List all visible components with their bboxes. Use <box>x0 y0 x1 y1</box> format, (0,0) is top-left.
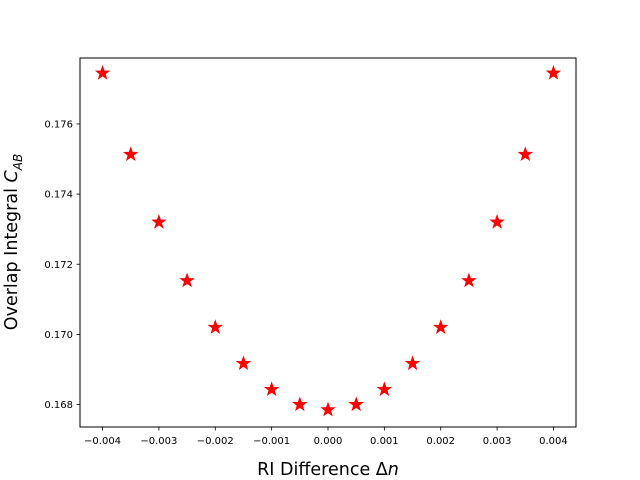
x-axis-title-text: RI Difference Δ <box>257 460 388 480</box>
x-tick-label: 0.001 <box>370 436 399 447</box>
data-point-star <box>179 272 195 288</box>
y-tick-label: 0.168 <box>44 400 73 411</box>
x-axis-title-italic: n <box>388 460 399 480</box>
data-point-star <box>545 64 562 80</box>
data-point-star <box>376 381 393 397</box>
y-tick-label: 0.176 <box>44 120 73 131</box>
data-point-star <box>123 146 139 162</box>
data-point-star <box>292 396 308 412</box>
data-point-star <box>320 401 336 417</box>
data-point-star <box>94 64 111 80</box>
data-points <box>94 64 562 417</box>
data-point-star <box>151 214 167 229</box>
y-axis-ticks: 0.168 0.170 0.172 0.174 0.176 <box>44 120 80 411</box>
y-tick-label: 0.172 <box>44 260 73 271</box>
x-tick-label: −0.004 <box>84 436 121 447</box>
y-axis-title-subscript: AB <box>11 154 25 171</box>
x-tick-label: 0.003 <box>483 436 512 447</box>
data-point-star <box>207 319 223 334</box>
x-tick-label: 0.004 <box>539 436 568 447</box>
x-tick-label: −0.002 <box>197 436 234 447</box>
data-point-star <box>433 319 449 334</box>
data-point-star <box>263 381 280 397</box>
x-tick-label: 0.000 <box>314 436 343 447</box>
x-axis-title: RI Difference Δn <box>257 460 399 480</box>
x-tick-label: −0.003 <box>140 436 177 447</box>
x-axis-ticks: −0.004 −0.003 −0.002 −0.001 0.000 0.001 0.002 0… <box>84 427 568 447</box>
y-tick-label: 0.174 <box>44 190 73 201</box>
y-axis-title-text: Overlap Integral <box>2 183 22 331</box>
data-point-star <box>348 396 364 412</box>
y-tick-label: 0.170 <box>44 330 73 341</box>
data-point-star <box>461 272 477 288</box>
y-axis-title: Overlap Integral CAB <box>2 154 25 330</box>
y-axis-title-italic: C <box>2 170 22 183</box>
x-tick-label: −0.001 <box>253 436 290 447</box>
data-point-star <box>517 146 533 162</box>
data-point-star <box>235 355 252 371</box>
data-point-star <box>404 355 421 371</box>
x-tick-label: 0.002 <box>426 436 455 447</box>
data-point-star <box>489 214 505 229</box>
